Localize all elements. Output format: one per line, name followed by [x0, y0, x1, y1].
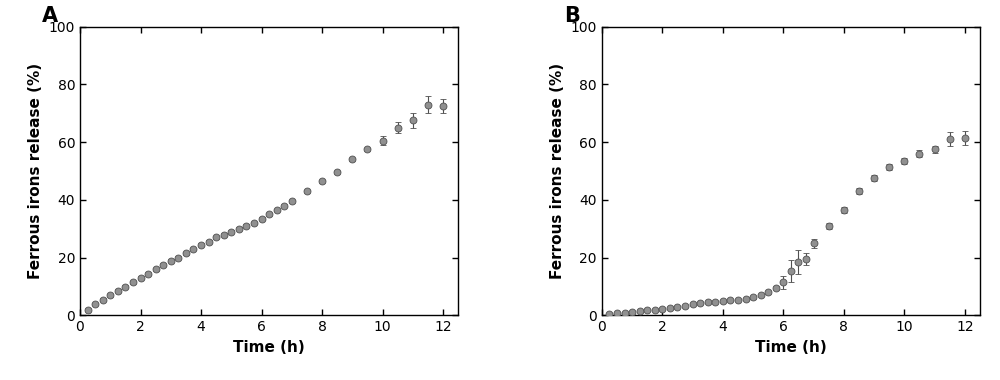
X-axis label: Time (h): Time (h)	[755, 340, 827, 355]
Y-axis label: Ferrous irons release (%): Ferrous irons release (%)	[550, 63, 565, 279]
Text: B: B	[564, 6, 580, 26]
X-axis label: Time (h): Time (h)	[233, 340, 305, 355]
Y-axis label: Ferrous irons release (%): Ferrous irons release (%)	[28, 63, 43, 279]
Text: A: A	[42, 6, 58, 26]
